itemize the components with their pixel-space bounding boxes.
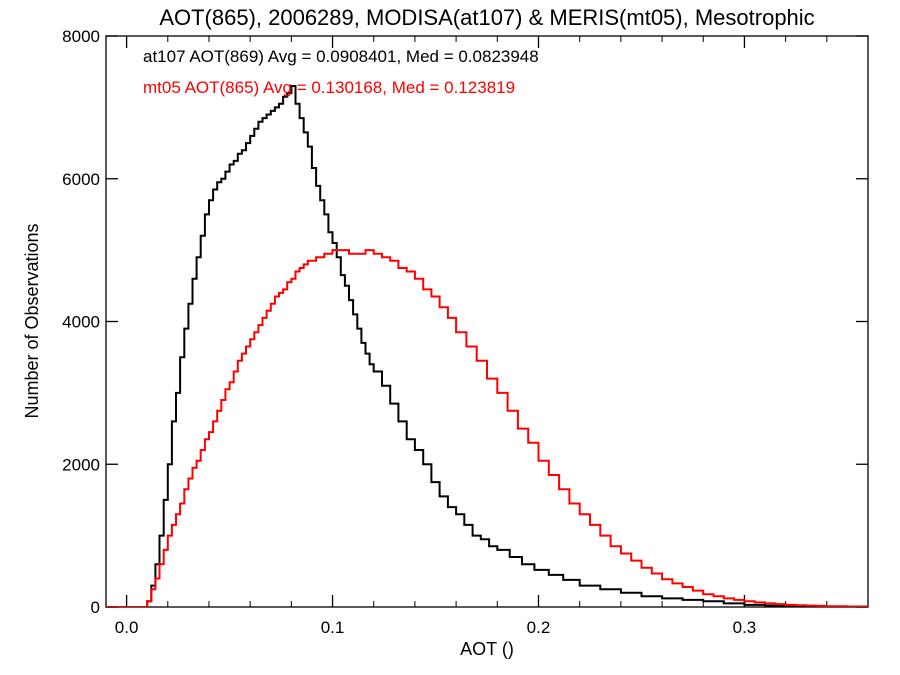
series-layer xyxy=(106,85,868,607)
annotation-at107: at107 AOT(869) Avg = 0.0908401, Med = 0.… xyxy=(143,47,539,66)
series-line-1 xyxy=(106,249,868,607)
x-tick-label: 0.1 xyxy=(321,618,345,637)
plot-frame xyxy=(105,35,869,608)
y-tick-label: 0 xyxy=(91,598,100,617)
x-tick-label: 0.0 xyxy=(115,618,139,637)
y-tick-label: 8000 xyxy=(62,27,100,46)
chart-title: AOT(865), 2006289, MODISA(at107) & MERIS… xyxy=(159,5,814,30)
x-axis-label: AOT () xyxy=(460,639,514,659)
y-tick-label: 2000 xyxy=(62,455,100,474)
y-tick-label: 6000 xyxy=(62,170,100,189)
y-axis-label: Number of Observations xyxy=(22,223,42,418)
y-axis: 0 2000 4000 6000 8000 xyxy=(62,27,868,617)
x-axis: 0.0 0.1 0.2 0.3 xyxy=(115,36,828,637)
x-tick-label: 0.3 xyxy=(733,618,757,637)
x-tick-label: 0.2 xyxy=(527,618,551,637)
annotation-mt05: mt05 AOT(865) Avg = 0.130168, Med = 0.12… xyxy=(143,78,515,97)
series-line-0 xyxy=(106,85,868,607)
y-tick-label: 4000 xyxy=(62,313,100,332)
